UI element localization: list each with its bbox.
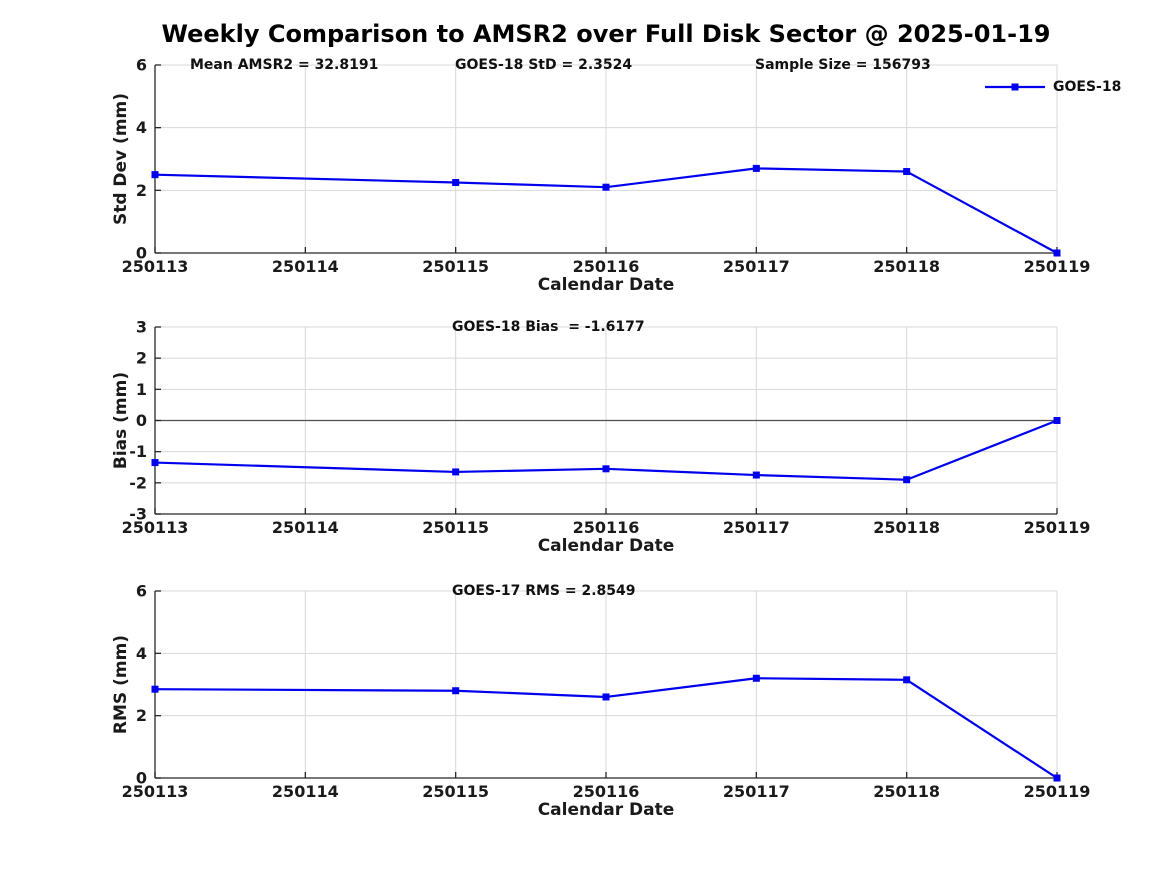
y-tick-label: 2 [136, 706, 147, 725]
x-tick-label: 250115 [422, 257, 489, 276]
x-tick-label: 250114 [272, 782, 339, 801]
annotation: GOES-18 Bias = -1.6177 [452, 319, 645, 335]
x-tick-label: 250113 [122, 782, 189, 801]
data-point-marker [752, 674, 760, 682]
data-point-marker [752, 471, 760, 479]
legend-label: GOES-18 [1053, 79, 1121, 95]
annotation: Mean AMSR2 = 32.8191 [190, 57, 378, 73]
x-tick-label: 250118 [873, 257, 940, 276]
data-point-marker [151, 685, 159, 693]
x-tick-label: 250116 [573, 257, 640, 276]
data-point-marker [452, 179, 460, 186]
x-tick-label: 250117 [723, 257, 790, 276]
y-tick-label: 0 [136, 244, 147, 263]
data-point-marker [903, 676, 911, 684]
data-point-marker [452, 687, 460, 695]
y-tick-label: 0 [136, 411, 147, 430]
y-tick-label: 3 [136, 318, 147, 337]
chart-bias: 250113 250114 250115 250116 250117 250118 2501… [111, 318, 1090, 557]
x-tick-label: 250117 [723, 782, 790, 801]
y-axis-label: Bias (mm) [111, 372, 131, 469]
y-tick-label: -2 [129, 473, 147, 492]
y-axis-label: RMS (mm) [111, 635, 131, 734]
x-tick-label: 250113 [122, 518, 189, 537]
x-axis-label: Calendar Date [538, 536, 675, 556]
x-tick-label: 250113 [122, 257, 189, 276]
data-point-marker [151, 459, 159, 467]
x-tick-label: 250119 [1024, 257, 1091, 276]
annotation: GOES-18 StD = 2.3524 [455, 57, 632, 73]
y-tick-label: -3 [129, 505, 147, 524]
data-point-marker [1053, 249, 1061, 257]
figure-title: Weekly Comparison to AMSR2 over Full Dis… [161, 20, 1051, 48]
x-axis-label: Calendar Date [538, 800, 675, 820]
x-tick-label: 250115 [422, 782, 489, 801]
y-tick-label: 1 [136, 380, 147, 399]
chart-std-dev: 250113 250114 250115 250116 250117 250118 2501… [111, 56, 1121, 296]
data-point-marker [151, 171, 159, 179]
data-point-marker [903, 168, 911, 176]
data-point-marker [602, 183, 610, 191]
x-tick-label: 250118 [873, 782, 940, 801]
y-tick-label: 6 [136, 56, 147, 75]
x-tick-label: 250119 [1024, 782, 1091, 801]
series-line-goes-18 [154, 167, 1058, 254]
x-tick-label: 250114 [272, 257, 339, 276]
x-tick-label: 250116 [573, 518, 640, 537]
y-tick-label: 2 [136, 349, 147, 368]
data-point-marker [602, 465, 610, 473]
y-axis-label: Std Dev (mm) [111, 93, 131, 225]
x-tick-label: 250119 [1024, 518, 1091, 537]
x-axis-label: Calendar Date [538, 275, 675, 295]
x-tick-label: 250118 [873, 518, 940, 537]
annotation: GOES-17 RMS = 2.8549 [452, 583, 636, 599]
y-tick-label: 6 [136, 582, 147, 601]
legend-marker [1011, 83, 1019, 91]
data-point-marker [1053, 417, 1061, 424]
y-tick-label: -1 [129, 442, 147, 461]
data-point-marker [1053, 774, 1061, 782]
y-tick-label: 0 [136, 769, 147, 788]
y-tick-label: 2 [136, 181, 147, 200]
series-line-goes-18 [154, 419, 1058, 481]
data-point-marker [903, 476, 911, 484]
data-point-marker [752, 164, 760, 172]
data-point-marker [452, 468, 460, 476]
y-tick-label: 4 [136, 118, 147, 137]
data-point-marker [602, 693, 610, 701]
x-tick-label: 250115 [422, 518, 489, 537]
annotation: Sample Size = 156793 [755, 57, 931, 73]
x-tick-label: 250117 [723, 518, 790, 537]
y-tick-label: 4 [136, 644, 147, 663]
series-line-goes-18 [154, 677, 1058, 779]
x-tick-label: 250114 [272, 518, 339, 537]
x-tick-label: 250116 [573, 782, 640, 801]
chart-rms: 250113 250114 250115 250116 250117 250118 2501… [111, 582, 1090, 821]
